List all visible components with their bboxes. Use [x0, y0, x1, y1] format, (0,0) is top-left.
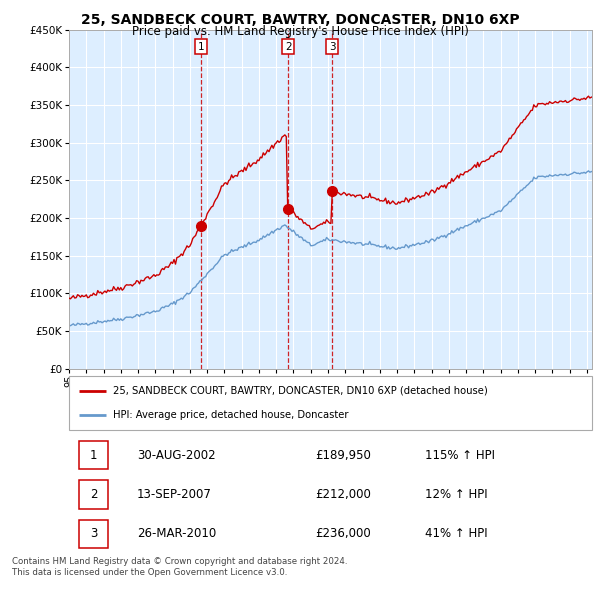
FancyBboxPatch shape: [69, 376, 592, 430]
Text: 1: 1: [90, 448, 98, 461]
Text: 12% ↑ HPI: 12% ↑ HPI: [425, 488, 487, 501]
FancyBboxPatch shape: [79, 520, 108, 548]
Text: 3: 3: [329, 42, 335, 52]
Text: 25, SANDBECK COURT, BAWTRY, DONCASTER, DN10 6XP (detached house): 25, SANDBECK COURT, BAWTRY, DONCASTER, D…: [113, 386, 488, 396]
Text: 26-MAR-2010: 26-MAR-2010: [137, 527, 216, 540]
Text: 25, SANDBECK COURT, BAWTRY, DONCASTER, DN10 6XP: 25, SANDBECK COURT, BAWTRY, DONCASTER, D…: [80, 13, 520, 27]
Text: 30-AUG-2002: 30-AUG-2002: [137, 448, 215, 461]
FancyBboxPatch shape: [79, 441, 108, 469]
Text: 41% ↑ HPI: 41% ↑ HPI: [425, 527, 487, 540]
Text: HPI: Average price, detached house, Doncaster: HPI: Average price, detached house, Donc…: [113, 410, 349, 420]
Text: Contains HM Land Registry data © Crown copyright and database right 2024.: Contains HM Land Registry data © Crown c…: [12, 558, 347, 566]
Text: 115% ↑ HPI: 115% ↑ HPI: [425, 448, 495, 461]
FancyBboxPatch shape: [79, 480, 108, 509]
Text: Price paid vs. HM Land Registry's House Price Index (HPI): Price paid vs. HM Land Registry's House …: [131, 25, 469, 38]
Text: 2: 2: [285, 42, 292, 52]
Text: 13-SEP-2007: 13-SEP-2007: [137, 488, 212, 501]
Text: £189,950: £189,950: [315, 448, 371, 461]
Text: 3: 3: [90, 527, 98, 540]
Text: 1: 1: [198, 42, 205, 52]
Text: This data is licensed under the Open Government Licence v3.0.: This data is licensed under the Open Gov…: [12, 568, 287, 577]
Text: £212,000: £212,000: [315, 488, 371, 501]
Text: 2: 2: [90, 488, 98, 501]
Text: £236,000: £236,000: [315, 527, 371, 540]
